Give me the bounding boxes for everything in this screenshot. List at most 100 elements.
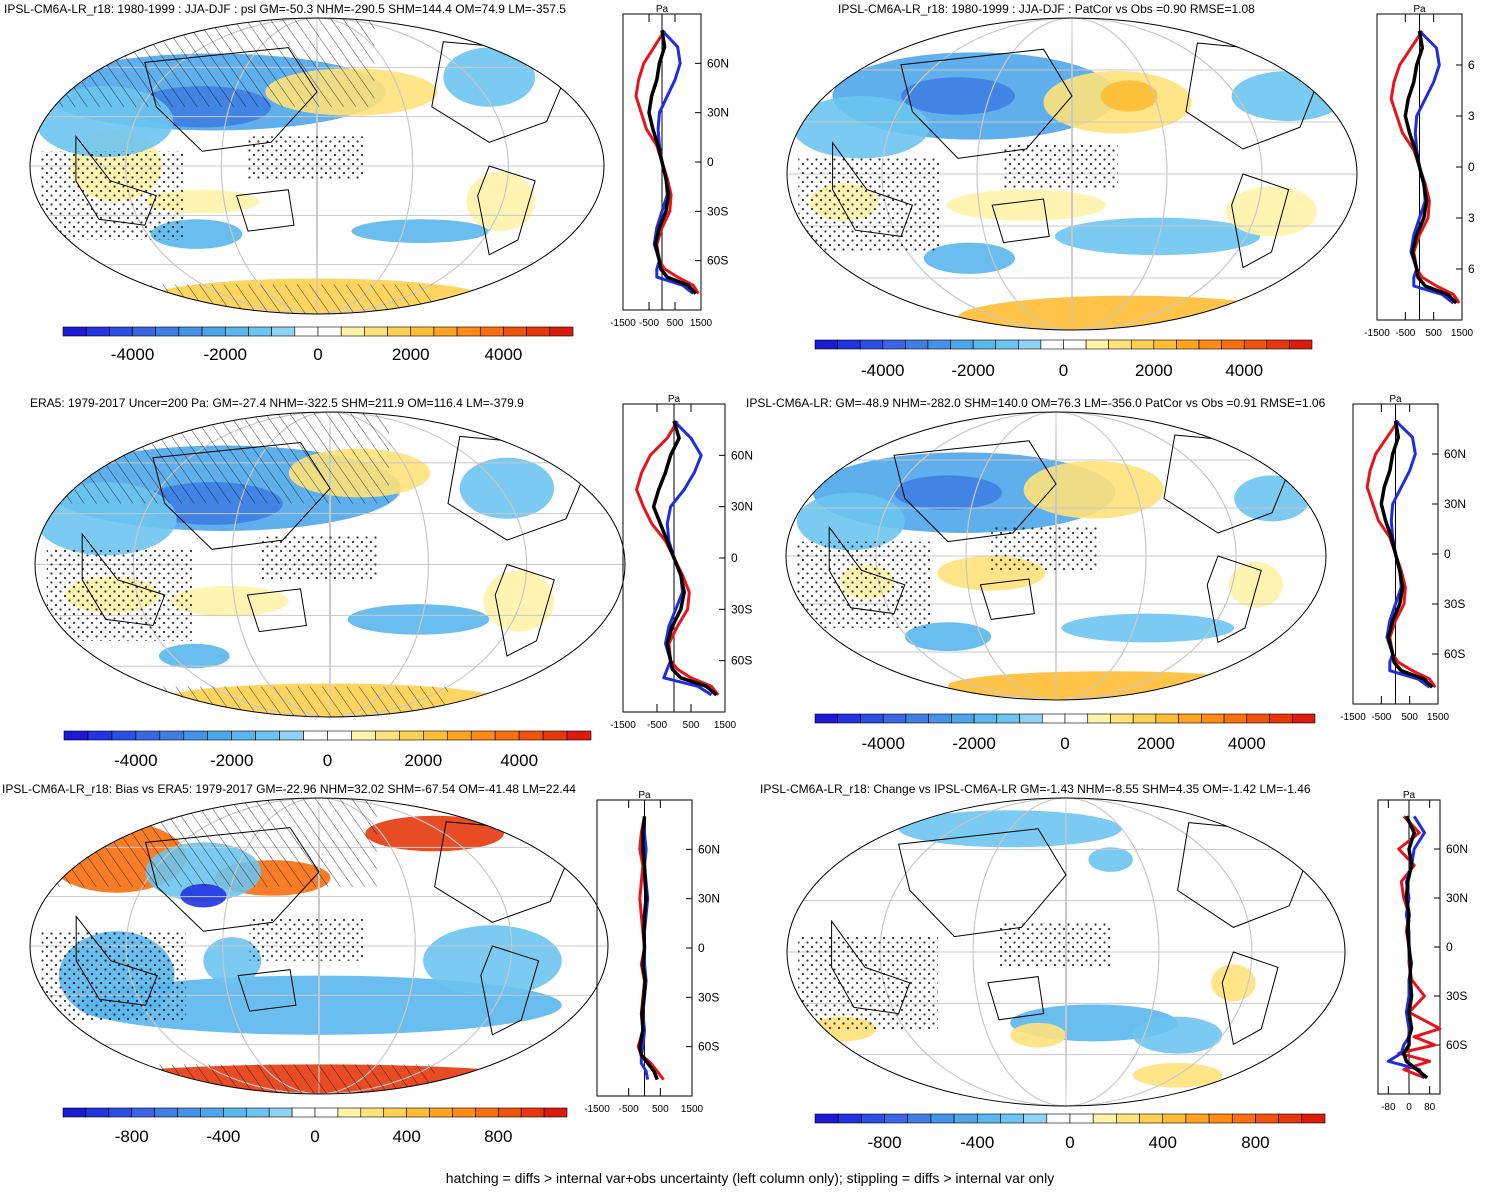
field-blob <box>894 475 1002 510</box>
profile-ytick-label: 0 <box>1446 940 1453 954</box>
field-blob <box>483 570 555 632</box>
colorbar-tick-label: -4000 <box>861 361 904 380</box>
colorbar-box <box>340 326 365 337</box>
stippling <box>259 534 378 580</box>
colorbar-tick-label: -4000 <box>861 734 904 753</box>
colorbar-box <box>1041 713 1066 724</box>
profile-series-red <box>1397 815 1442 1080</box>
field-blob <box>904 622 992 652</box>
continent-outline <box>246 588 307 633</box>
colorbar-box <box>951 713 975 724</box>
colorbar-box <box>950 339 974 350</box>
graticule-meridian <box>220 18 414 314</box>
hatching <box>87 1064 435 1094</box>
colorbar-box <box>1223 713 1248 724</box>
colorbar-box <box>1231 1113 1256 1124</box>
continent-outline <box>152 441 331 550</box>
colorbar-box <box>814 339 838 350</box>
profile-xtick-label: -500 <box>647 720 667 731</box>
profile-xtick-label: -500 <box>1395 328 1415 339</box>
colorbar-box <box>1198 339 1222 350</box>
colorbar-box <box>837 1113 862 1124</box>
colorbar-box <box>928 713 952 724</box>
colorbar-box <box>271 326 296 337</box>
profile-ytick-label: 30N <box>707 106 729 120</box>
colorbar-tick-label: -800 <box>868 1133 902 1152</box>
colorbar-box <box>375 730 400 741</box>
colorbar-tick-label: 2000 <box>404 751 442 770</box>
colorbar-box <box>294 326 319 337</box>
colorbar-box <box>494 730 520 741</box>
colorbar-box <box>224 326 249 337</box>
profile-ytick-label: 0 <box>1444 547 1451 561</box>
profile-ytick-label: 60S <box>707 254 728 268</box>
colorbar-box <box>1139 1113 1164 1124</box>
colorbar-box <box>132 326 157 337</box>
colorbar-box <box>131 1107 155 1118</box>
colorbar-box <box>497 1107 522 1118</box>
field-blob <box>946 189 1107 221</box>
profile-ytick-label: 60N <box>1444 447 1466 461</box>
continent-outline <box>987 976 1045 1021</box>
colorbar-box <box>207 730 232 741</box>
colorbar-tick-label: 800 <box>1241 1133 1269 1152</box>
field-blob <box>948 671 1272 700</box>
continent-outline <box>235 189 295 232</box>
field-blob <box>459 457 555 519</box>
colorbar-box <box>351 730 376 741</box>
panel-figure-1: -4000 -2000 0 2000 4000 Pa -1500 -500 500 1500 60N… <box>29 4 729 364</box>
hatching <box>30 18 375 107</box>
profile-xtick-label: 500 <box>667 318 684 329</box>
continent-outline <box>831 919 911 1015</box>
continent-outline <box>144 47 318 152</box>
profile-xtick-label: -500 <box>619 1104 639 1115</box>
stippling <box>41 151 185 240</box>
profile-series-black <box>1403 30 1458 305</box>
colorbar-box <box>1291 713 1316 724</box>
colorbar-box <box>1018 339 1042 350</box>
field-blob <box>423 925 562 997</box>
profile-plot: Pa -1500 -500 500 1500 60N 30N 0 30S 60S <box>1340 394 1466 723</box>
field-blob <box>1231 71 1346 121</box>
profile-xtick-label: 500 <box>1401 712 1418 723</box>
field-blob <box>203 937 262 985</box>
colorbar-tick-label: 0 <box>310 1127 319 1146</box>
colorbar-box <box>814 1113 839 1124</box>
colorbar-box <box>231 730 256 741</box>
colorbar-box <box>1201 713 1225 724</box>
profile-series-black <box>1379 420 1434 689</box>
profile-ytick-label: 0 <box>707 155 714 169</box>
colorbar-box <box>364 326 388 337</box>
profile-xtick-label: -500 <box>1371 712 1391 723</box>
profile-ytick-label: 60N <box>698 842 720 856</box>
colorbar-tick-label: 4000 <box>500 751 538 770</box>
field-blob <box>365 815 504 852</box>
profile-plot: Pa -1500 -500 500 1500 60N 30N 0 30S 60S <box>610 394 753 731</box>
colorbar-box <box>1108 339 1132 350</box>
profile-xtick-label: 1500 <box>1427 712 1450 723</box>
colorbar-tick-label: -4000 <box>111 345 154 364</box>
colorbar-box <box>1221 339 1245 350</box>
hatching <box>87 284 432 314</box>
colorbar-tick-label: 0 <box>313 345 322 364</box>
colorbar-box <box>882 713 907 724</box>
stippling <box>46 549 195 641</box>
panel-title: IPSL-CM6A-LR_r18: 1980-1999 : JJA-DJF : … <box>838 2 1255 16</box>
colorbar-tick-label: 0 <box>1060 734 1069 753</box>
profile-plot: Pa -80 0 80 60N 30N 0 30S 60S <box>1377 790 1468 1113</box>
colorbar-tick-label: 800 <box>484 1127 512 1146</box>
colorbar-box <box>154 1107 178 1118</box>
stippling <box>796 541 932 628</box>
colorbar-box <box>1269 713 1293 724</box>
colorbar-box <box>178 326 203 337</box>
colorbar-tick-label: 2000 <box>1135 361 1173 380</box>
map-outline <box>34 411 626 718</box>
colorbar-box <box>85 1107 110 1118</box>
colorbar-box <box>1208 1113 1233 1124</box>
colorbar-box <box>1116 1113 1140 1124</box>
colorbar-tick-label: 0 <box>323 751 332 770</box>
colorbar-tick-label: 2000 <box>392 345 430 364</box>
colorbar-box <box>503 326 527 337</box>
profile-ytick-label: 0 <box>698 941 705 955</box>
map-field <box>786 412 1326 700</box>
